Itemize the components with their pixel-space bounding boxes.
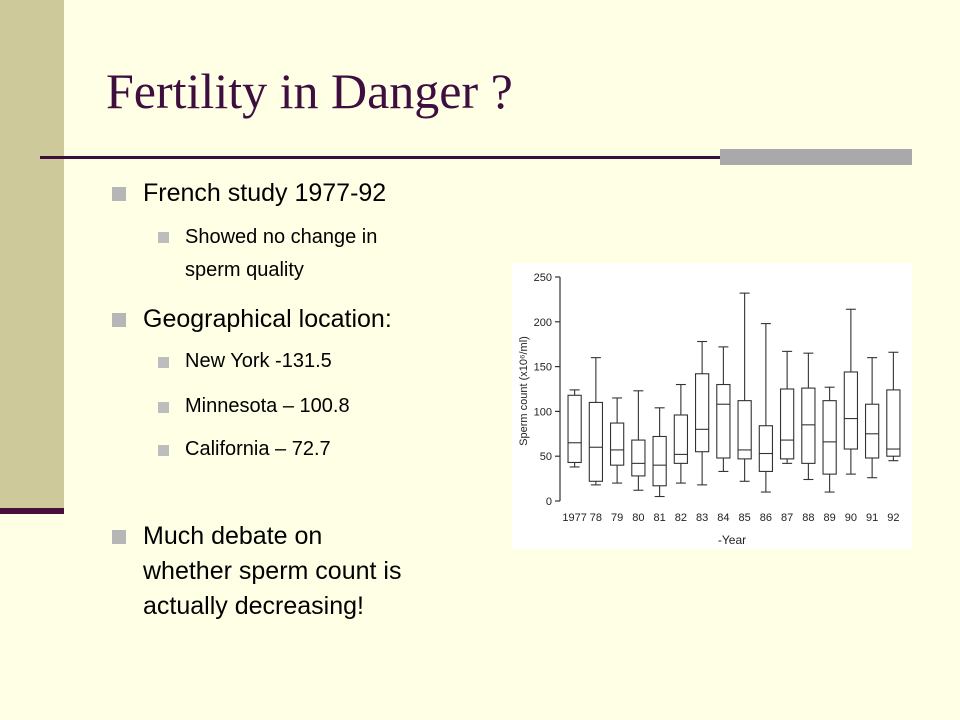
- y-tick-label: 150: [534, 362, 552, 374]
- box-84: [716, 346, 731, 472]
- x-axis: 1977 78 79 80 81 82 83 84 85 86 87 88 89 90 91 92: [562, 512, 899, 524]
- box-iqr: [673, 414, 689, 464]
- box-iqr: [588, 401, 604, 482]
- sub-bullet-marker: [158, 445, 169, 456]
- x-tick-label: 78: [590, 512, 602, 524]
- box-83: [694, 340, 710, 486]
- box-79: [609, 397, 625, 484]
- bullet-debate-2: whether sperm count is: [143, 557, 402, 585]
- x-tick-label: 92: [887, 512, 899, 524]
- x-tick-label: 79: [611, 512, 623, 524]
- sub-bullet-marker: [158, 232, 169, 243]
- box-iqr: [886, 389, 901, 457]
- y-tick-label: 100: [534, 406, 552, 418]
- sperm-count-chart: 0 50 100 150 200 250 1977 78 79 80 81 82 83 84 85 86 87…: [512, 263, 912, 549]
- box-iqr: [694, 373, 710, 453]
- box-90: [843, 308, 859, 475]
- box-1977: [567, 389, 582, 468]
- box-82: [673, 383, 689, 484]
- x-tick-label: 83: [696, 512, 708, 524]
- box-91: [864, 357, 880, 479]
- x-tick-label: 88: [802, 512, 814, 524]
- box-86: [758, 323, 774, 493]
- box-80: [631, 390, 646, 491]
- sub-bullet-no-change-1: Showed no change in: [185, 226, 378, 248]
- title-rule-accent: [720, 149, 912, 165]
- box-88: [801, 352, 816, 481]
- box-81: [652, 407, 667, 498]
- x-tick-label: 1977: [562, 512, 586, 524]
- sub-bullet-no-change-2: sperm quality: [185, 259, 304, 281]
- x-tick-label: 89: [824, 512, 836, 524]
- x-tick-label: 85: [739, 512, 751, 524]
- bullet-marker: [112, 187, 126, 201]
- box-iqr: [779, 388, 795, 460]
- left-accent-underline: [0, 508, 64, 514]
- box-92: [886, 351, 901, 462]
- box-iqr: [609, 422, 625, 466]
- box-iqr: [716, 383, 731, 459]
- box-iqr: [652, 435, 667, 487]
- title-rule: [40, 156, 912, 159]
- sub-bullet-california: California – 72.7: [185, 438, 331, 460]
- box-iqr: [822, 400, 837, 475]
- box-iqr: [567, 394, 582, 464]
- y-tick-label: 0: [546, 496, 552, 508]
- y-tick-label: 250: [534, 272, 552, 284]
- x-axis-label: -Year: [718, 533, 746, 547]
- y-tick-label: 200: [534, 317, 552, 329]
- sub-bullet-minnesota: Minnesota – 100.8: [185, 395, 350, 417]
- boxes: [567, 292, 901, 498]
- x-tick-label: 80: [632, 512, 644, 524]
- box-iqr: [737, 400, 752, 460]
- x-tick-label: 91: [866, 512, 878, 524]
- bullet-marker: [112, 530, 126, 544]
- box-iqr: [864, 403, 880, 459]
- sub-bullet-marker: [158, 357, 169, 368]
- box-78: [588, 357, 604, 486]
- box-iqr: [843, 371, 859, 450]
- box-iqr: [758, 425, 774, 472]
- box-iqr: [631, 439, 646, 477]
- box-85: [737, 292, 752, 482]
- slide-title: Fertility in Danger ?: [106, 63, 513, 119]
- x-tick-label: 90: [845, 512, 857, 524]
- bullet-debate-1: Much debate on: [143, 522, 323, 550]
- x-tick-label: 81: [654, 512, 666, 524]
- x-tick-label: 84: [717, 512, 729, 524]
- x-tick-label: 86: [760, 512, 772, 524]
- y-tick-label: 50: [540, 451, 552, 463]
- x-tick-label: 87: [781, 512, 793, 524]
- boxplot-svg: 0 50 100 150 200 250 1977 78 79 80 81 82 83 84 85 86 87…: [518, 272, 901, 547]
- bullet-geo: Geographical location:: [143, 305, 392, 333]
- y-axis-label: Sperm count (x10⁶/ml): [518, 336, 530, 446]
- y-axis: 0 50 100 150 200 250: [534, 272, 561, 508]
- sub-bullet-new-york: New York -131.5: [185, 350, 332, 372]
- sub-bullet-marker: [158, 402, 169, 413]
- box-87: [779, 350, 795, 464]
- box-89: [822, 386, 837, 493]
- box-iqr: [801, 387, 816, 464]
- left-accent-bar: [0, 0, 64, 512]
- bullet-marker: [112, 313, 126, 327]
- bullet-french-study: French study 1977-92: [143, 179, 387, 207]
- x-tick-label: 82: [675, 512, 687, 524]
- bullet-debate-3: actually decreasing!: [143, 592, 364, 620]
